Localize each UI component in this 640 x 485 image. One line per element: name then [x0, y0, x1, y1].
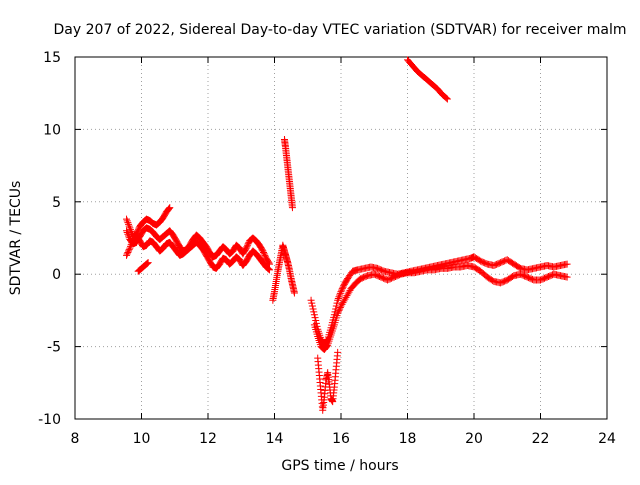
x-tick-label: 12	[199, 431, 217, 447]
y-tick-label: 10	[43, 122, 61, 138]
data-point	[336, 291, 344, 299]
data-point	[124, 230, 132, 238]
data-point	[123, 227, 131, 235]
data-point	[266, 266, 274, 274]
y-tick-label: -5	[47, 340, 61, 356]
data-point	[309, 305, 317, 313]
data-point	[308, 299, 316, 307]
data-point	[127, 242, 135, 250]
x-tick-label: 22	[532, 431, 550, 447]
data-point	[307, 296, 315, 304]
data-point	[127, 227, 135, 235]
data-point	[261, 251, 269, 259]
data-point	[311, 314, 319, 322]
data-point	[123, 228, 131, 236]
data-series	[123, 56, 571, 414]
data-point	[334, 309, 342, 317]
grid	[75, 57, 607, 419]
data-point	[290, 289, 298, 297]
y-axis-label: SDTVAR / TECUs	[8, 181, 24, 296]
data-point	[563, 260, 571, 268]
x-tick-label: 20	[465, 431, 483, 447]
y-tick-label: 15	[43, 50, 61, 66]
data-point	[126, 224, 134, 232]
data-point	[288, 204, 296, 212]
data-point	[443, 95, 451, 103]
data-point	[442, 94, 450, 102]
data-point	[335, 306, 343, 314]
data-point	[244, 241, 252, 249]
data-point	[333, 299, 341, 307]
data-point	[323, 342, 331, 350]
x-tick-label: 18	[399, 431, 417, 447]
chart-title: Day 207 of 2022, Sidereal Day-to-day VTE…	[54, 22, 627, 38]
data-point	[123, 250, 131, 258]
data-point	[322, 343, 330, 351]
data-point	[336, 304, 344, 312]
data-point	[124, 248, 132, 256]
data-point	[334, 296, 342, 304]
data-point	[127, 226, 135, 234]
data-point	[336, 305, 344, 313]
x-axis-label: GPS time / hours	[281, 458, 398, 474]
data-point	[260, 248, 268, 256]
axis-ticks: 8 10 12 14 16 18 20 22 24 -10 -5 0 5 10 15	[38, 50, 616, 447]
data-point	[335, 293, 343, 301]
data-point	[125, 232, 133, 240]
data-point	[334, 348, 342, 356]
data-point	[338, 285, 346, 293]
data-point	[166, 204, 174, 212]
data-point	[334, 308, 342, 316]
y-tick-label: -10	[38, 412, 61, 428]
data-point	[308, 302, 316, 310]
x-tick-label: 8	[71, 431, 80, 447]
data-point	[336, 289, 344, 297]
data-point	[135, 225, 143, 233]
data-point	[310, 308, 318, 316]
data-point	[243, 243, 251, 251]
x-tick-label: 16	[332, 431, 350, 447]
data-point	[260, 250, 268, 258]
data-point	[125, 220, 133, 228]
data-point	[334, 295, 342, 303]
y-tick-label: 5	[52, 195, 61, 211]
y-tick-label: 0	[52, 267, 61, 283]
data-point	[143, 260, 151, 268]
data-point	[242, 244, 250, 252]
x-tick-label: 10	[133, 431, 151, 447]
data-point	[127, 241, 135, 249]
data-point	[310, 311, 318, 319]
data-point	[312, 317, 320, 325]
series-sdtvar	[123, 56, 571, 414]
data-point	[338, 286, 346, 294]
data-point	[259, 247, 267, 255]
x-tick-label: 24	[598, 431, 616, 447]
data-point	[123, 251, 131, 259]
data-point	[125, 222, 133, 230]
data-point	[339, 283, 347, 291]
data-point	[164, 205, 172, 213]
data-point	[123, 215, 131, 223]
data-point	[265, 265, 273, 273]
data-point	[125, 247, 133, 255]
data-point	[265, 259, 273, 267]
data-point	[123, 217, 131, 225]
data-point	[264, 265, 272, 273]
x-tick-label: 14	[266, 431, 284, 447]
data-point	[128, 239, 136, 247]
data-point	[165, 204, 173, 212]
data-point	[124, 219, 132, 227]
data-point	[143, 259, 151, 267]
data-point	[563, 273, 571, 281]
data-point	[126, 244, 134, 252]
data-point	[337, 288, 345, 296]
data-point	[144, 259, 152, 267]
data-point	[125, 246, 133, 254]
